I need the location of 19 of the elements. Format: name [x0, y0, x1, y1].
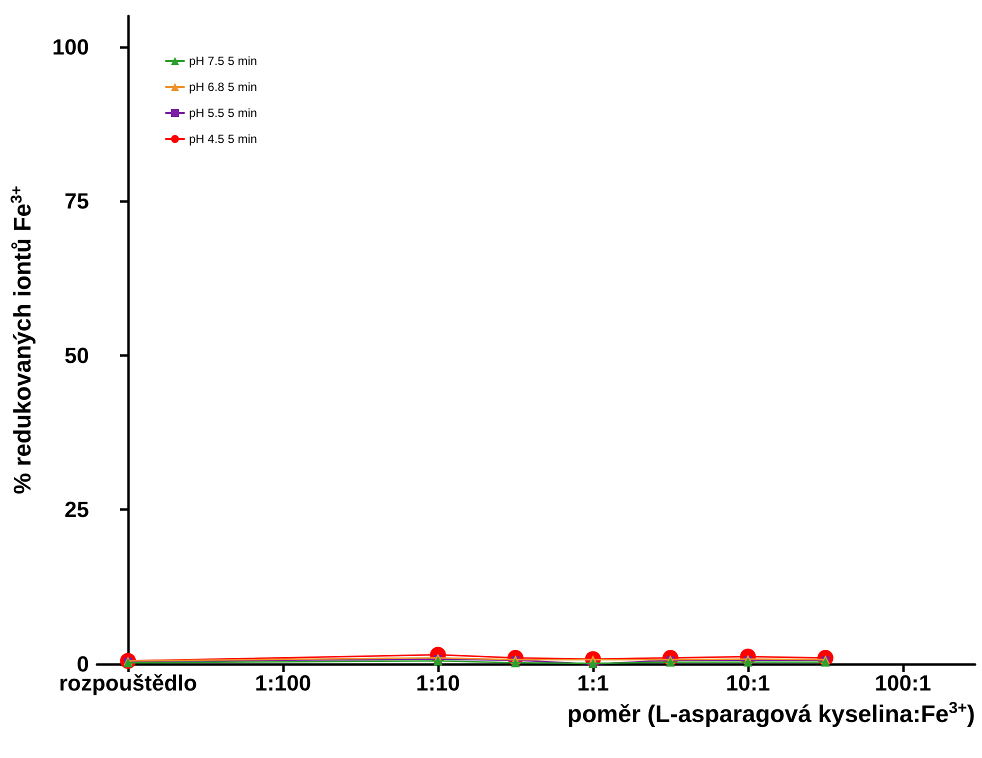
legend-label: pH 5.5 5 min: [189, 106, 258, 120]
point: [743, 658, 752, 667]
x-tick-label: 10:1: [726, 670, 770, 696]
legend-label: pH 4.5 5 min: [189, 132, 258, 146]
y-axis-title: % redukovaných iontů Fe3+: [8, 186, 36, 494]
y-tick-label: 75: [64, 188, 89, 214]
y-tick-label: 50: [64, 342, 89, 368]
legend-label: pH 7.5 5 min: [189, 54, 258, 68]
x-tick-label: 1:1: [577, 670, 609, 696]
point: [510, 658, 520, 668]
legend-label: pH 6.8 5 min: [189, 80, 258, 94]
point: [666, 658, 675, 667]
x-tick-label: 1:100: [254, 670, 312, 696]
y-tick-label: 25: [64, 497, 89, 522]
point: [820, 658, 830, 667]
x-tick-label: 1:10: [416, 670, 460, 696]
x-tick-label: 100:1: [874, 670, 932, 696]
y-tick-label: 100: [52, 34, 89, 60]
x-axis-title: poměr (L-asparagová kyselina:Fe$^{3+}$): [567, 700, 975, 729]
